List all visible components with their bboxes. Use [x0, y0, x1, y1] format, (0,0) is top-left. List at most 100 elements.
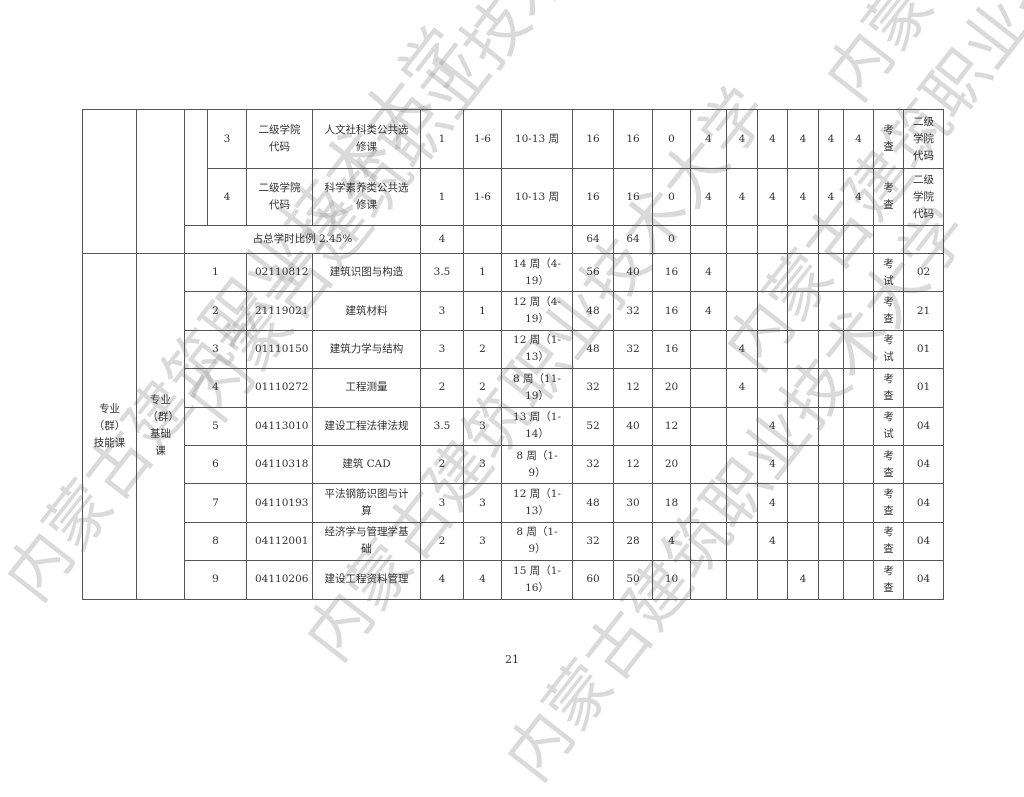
weekly-hours-cell [757, 560, 788, 600]
dept-code-cell: 04 [903, 560, 944, 600]
practice-hours-cell: 16 [652, 252, 691, 293]
course-code-cell: 04113010 [246, 406, 313, 446]
theory-hours-cell: 12 [613, 444, 653, 485]
practice-hours-cell: 16 [652, 291, 691, 331]
blank-cell [903, 225, 944, 254]
weekly-hours-cell [843, 406, 874, 446]
weekly-hours-cell [726, 291, 758, 331]
dept-code-cell: 04 [903, 521, 944, 562]
practice-hours-cell: 0 [652, 109, 691, 169]
exam-type-cell: 考试 [873, 406, 904, 446]
summary-practice: 0 [652, 225, 691, 254]
weekly-hours-cell [818, 329, 844, 370]
exam-type-cell: 考查 [873, 168, 904, 226]
theory-hours-cell: 40 [613, 252, 653, 293]
table-row: 专业（群）技能课 专业（群）基础课 1 02110812 建筑识图与构造 3.5 1 14 周… [82, 252, 944, 600]
weekly-hours-cell: 4 [690, 109, 727, 169]
weekly-hours-cell [843, 560, 874, 600]
weekly-hours-cell [843, 444, 874, 485]
course-name-cell: 建筑 CAD [312, 444, 421, 485]
credit-cell: 3 [420, 291, 464, 331]
weeks-cell: 13 周（1-14） [501, 406, 573, 446]
practice-hours-cell: 16 [652, 329, 691, 370]
practice-hours-cell: 10 [652, 560, 691, 600]
category-cell [82, 109, 137, 254]
weekly-hours-cell [843, 521, 874, 562]
watermark-text: 内蒙古建筑职业技术大学 [800, 0, 1024, 117]
total-hours-cell: 48 [572, 329, 614, 370]
semester-cell: 3 [463, 483, 502, 523]
blank-cell [818, 225, 844, 254]
exam-type-cell: 考试 [873, 329, 904, 370]
credit-cell: 3 [420, 329, 464, 370]
weekly-hours-cell [843, 291, 874, 331]
weekly-hours-cell [818, 368, 844, 408]
practice-hours-cell: 4 [652, 521, 691, 562]
course-name-cell: 工程测量 [312, 368, 421, 408]
weekly-hours-cell [818, 521, 844, 562]
seq-cell: 8 [184, 521, 247, 562]
weekly-hours-cell [787, 252, 819, 293]
weeks-cell: 10-13 周 [501, 109, 573, 169]
exam-type-cell: 考查 [873, 521, 904, 562]
theory-hours-cell: 12 [613, 368, 653, 408]
blank-cell [690, 225, 727, 254]
weekly-hours-cell: 4 [757, 444, 788, 485]
theory-hours-cell: 32 [613, 291, 653, 331]
weeks-cell: 8 周（11-19） [501, 368, 573, 408]
theory-hours-cell: 28 [613, 521, 653, 562]
weekly-hours-cell: 4 [757, 406, 788, 446]
weekly-hours-cell [818, 483, 844, 523]
weekly-hours-cell [787, 329, 819, 370]
weekly-hours-cell: 4 [690, 168, 727, 226]
weekly-hours-cell [690, 368, 727, 408]
total-hours-cell: 32 [572, 368, 614, 408]
dept-code-cell: 二级学院代码 [903, 109, 944, 169]
weekly-hours-cell [757, 368, 788, 408]
subcategory-cell: 专业（群）基础课 [136, 253, 185, 600]
semester-cell: 1-6 [463, 109, 502, 169]
weekly-hours-cell: 4 [818, 109, 844, 169]
blank-cell [184, 109, 208, 226]
weekly-hours-cell [726, 521, 758, 562]
course-name-cell: 建筑材料 [312, 291, 421, 331]
weeks-cell: 8 周（1-9） [501, 521, 573, 562]
weekly-hours-cell [726, 483, 758, 523]
weekly-hours-cell [818, 444, 844, 485]
theory-hours-cell: 50 [613, 560, 653, 600]
subcategory-cell [136, 109, 185, 254]
total-hours-cell: 48 [572, 291, 614, 331]
course-name-cell: 经济学与管理学基础 [312, 521, 421, 562]
summary-label: 占总学时比例 2.45% [184, 225, 421, 254]
dept-code-cell: 04 [903, 444, 944, 485]
weeks-cell: 10-13 周 [501, 168, 573, 226]
semester-cell: 1 [463, 252, 502, 293]
total-hours-cell: 32 [572, 444, 614, 485]
weekly-hours-cell: 4 [690, 252, 727, 293]
table-row: 3 01110150 建筑力学与结构 3 2 12 周（1-13） 48 32 16 4 考试 01 [83, 329, 944, 370]
course-name-cell: 建筑力学与结构 [312, 329, 421, 370]
theory-hours-cell: 16 [613, 109, 653, 169]
weekly-hours-cell [726, 252, 758, 293]
course-code-cell: 二级学院代码 [246, 168, 313, 226]
credit-cell: 3.5 [420, 406, 464, 446]
weekly-hours-cell [818, 291, 844, 331]
practice-hours-cell: 18 [652, 483, 691, 523]
exam-type-cell: 考查 [873, 560, 904, 600]
weekly-hours-cell [787, 291, 819, 331]
total-hours-cell: 16 [572, 109, 614, 169]
weekly-hours-cell [690, 521, 727, 562]
weekly-hours-cell: 4 [726, 109, 758, 169]
seq-cell: 9 [184, 560, 247, 600]
table-row: 6 04110318 建筑 CAD 2 3 8 周（1-9） 32 12 20 4 考查 04 [83, 444, 944, 485]
semester-cell: 1 [463, 291, 502, 331]
exam-type-cell: 考查 [873, 483, 904, 523]
theory-hours-cell: 32 [613, 329, 653, 370]
weekly-hours-cell [843, 483, 874, 523]
credit-cell: 2 [420, 368, 464, 408]
theory-hours-cell: 40 [613, 406, 653, 446]
exam-type-cell: 考查 [873, 109, 904, 169]
course-code-cell: 21119021 [246, 291, 313, 331]
practice-hours-cell: 0 [652, 168, 691, 226]
blank-cell [873, 225, 904, 254]
